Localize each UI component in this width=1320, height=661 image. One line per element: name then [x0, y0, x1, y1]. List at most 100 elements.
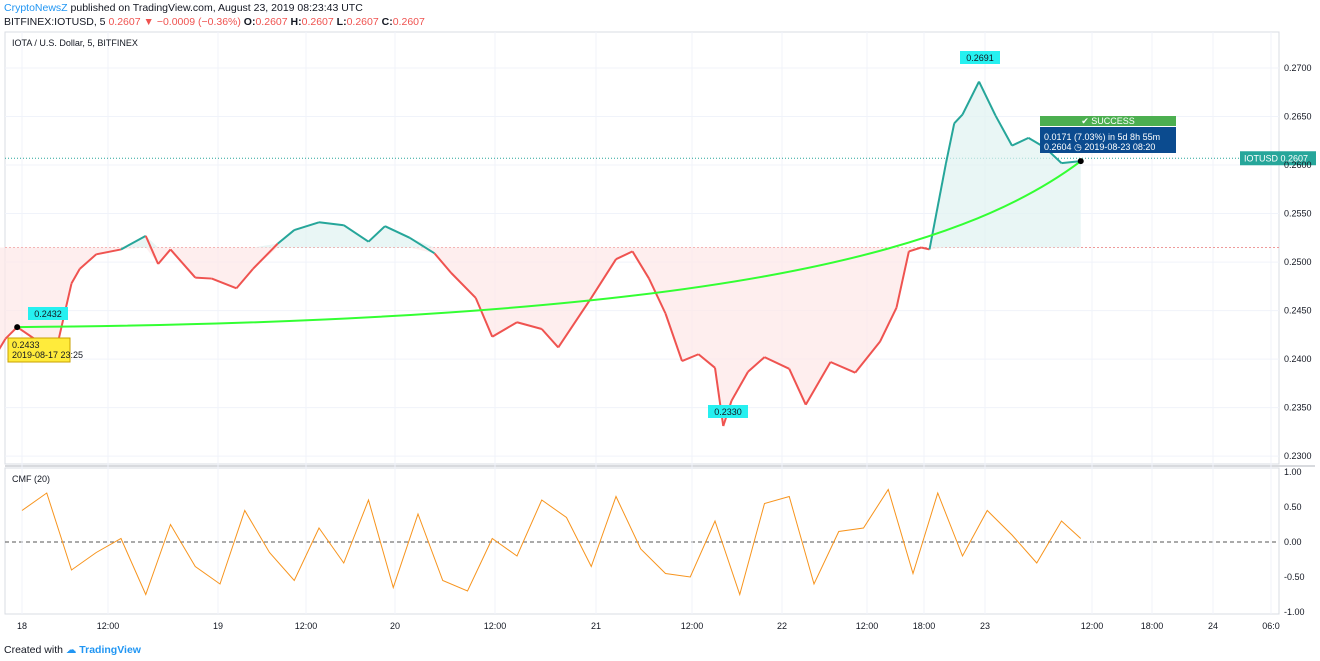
price-segment: [788, 368, 807, 406]
cmf-title: CMF (20): [12, 474, 50, 484]
price-segment: [764, 356, 790, 370]
price-segment: [830, 361, 856, 374]
price-tag-bg: [1240, 151, 1316, 166]
price-segment: [681, 353, 699, 362]
price-tag-label: IOTUSD 0.2607: [1244, 153, 1308, 163]
y-tick-label: 0.2500: [1284, 257, 1312, 267]
chart-title: IOTA / U.S. Dollar, 5, BITFINEX: [12, 38, 138, 48]
projection-curve: [17, 160, 1082, 329]
x-tick-label: 18:00: [913, 621, 936, 631]
start-label: 0.2432: [34, 309, 62, 319]
price-segment: [921, 246, 930, 251]
start-box-value: 0.2433: [12, 340, 40, 350]
price-segment: [1061, 160, 1081, 165]
price-segment: [195, 276, 212, 280]
price-segment: [293, 221, 320, 232]
y-tick-label: 0.2400: [1284, 354, 1312, 364]
price-segment: [747, 356, 766, 373]
ohlc-line: BITFINEX:IOTUSD, 5 0.2607 ▼ −0.0009 (−0.…: [4, 16, 425, 28]
price-segment: [318, 221, 344, 227]
publish-info: published on TradingView.com, August 23,…: [70, 2, 363, 14]
cmf-y-tick-label: 1.00: [1284, 467, 1302, 477]
low-value: 0.2607: [346, 16, 379, 28]
start-box-bg: [7, 337, 71, 363]
info-box-bg: [1040, 127, 1176, 153]
price-segment: [953, 113, 964, 125]
last-price: 0.2607: [108, 16, 141, 28]
close-label: C:: [381, 16, 393, 28]
price-segment: [343, 224, 370, 243]
close-value: 0.2607: [392, 16, 425, 28]
open-value: 0.2607: [255, 16, 288, 28]
high-label: H:: [290, 16, 302, 28]
footer-created: Created with: [4, 644, 63, 656]
price-segment: [615, 250, 633, 261]
x-tick-label: 24: [1208, 621, 1218, 631]
high-label: 0.2691: [966, 53, 994, 63]
price-segment: [945, 123, 956, 164]
success-bg: [1040, 116, 1176, 126]
price-segment: [541, 328, 559, 349]
price-segment: [491, 321, 518, 338]
start-point: [14, 324, 21, 331]
x-tick-label: 21: [591, 621, 601, 631]
price-segment: [804, 361, 832, 406]
symbol-info: BITFINEX:IOTUSD, 5: [4, 16, 106, 28]
info-line1: 0.0171 (7.03%) in 5d 8h 55m: [1044, 132, 1160, 142]
price-segment: [450, 272, 477, 299]
price-segment: [169, 248, 197, 279]
cmf-y-tick-label: -1.00: [1284, 607, 1305, 617]
price-segment: [961, 81, 980, 116]
price-segment: [1011, 136, 1029, 147]
footer-brand[interactable]: TradingView: [79, 644, 141, 656]
tradingview-logo-icon: ☁: [65, 644, 77, 656]
footer: Created with ☁ TradingView: [4, 644, 141, 656]
y-tick-label: 0.2600: [1284, 160, 1312, 170]
price-segment: [648, 278, 667, 314]
open-label: O:: [243, 16, 256, 28]
x-tick-label: 12:00: [295, 621, 318, 631]
price-segment: [277, 229, 295, 245]
price-segment: [252, 242, 279, 270]
x-tick-label: 12:00: [484, 621, 507, 631]
price-segment: [895, 251, 910, 308]
price-segment: [516, 321, 543, 330]
price-segment: [730, 371, 749, 402]
price-segment: [70, 268, 81, 284]
below-base-fill: [0, 247, 1081, 427]
price-segment: [994, 115, 1013, 147]
area-fills: [0, 81, 1081, 427]
x-tick-label: 18: [17, 621, 27, 631]
cmf-line: [21, 488, 1082, 597]
author-link[interactable]: CryptoNewsZ: [4, 2, 68, 14]
down-arrow-icon: ▼: [143, 16, 154, 28]
price-segment: [908, 246, 922, 253]
x-tick-label: 23: [980, 621, 990, 631]
x-tick-label: 18:00: [1141, 621, 1164, 631]
price-change: −0.0009 (−0.36%): [156, 16, 241, 28]
y-tick-label: 0.2550: [1284, 209, 1312, 219]
above-base-fill: [0, 81, 1081, 248]
price-segment: [384, 225, 411, 239]
y-tick-label: 0.2300: [1284, 451, 1312, 461]
axis-labels: 0.2700 0.2650 0.2600 0.2550 0.2500 0.2450 0.24…: [17, 63, 1312, 631]
price-segment: [120, 234, 147, 251]
price-segment: [879, 307, 898, 343]
end-point: [1077, 158, 1084, 165]
start-box-date: 2019-08-17 23:25: [12, 350, 83, 360]
x-tick-label: 19: [213, 621, 223, 631]
cmf-pane[interactable]: [4, 467, 1280, 615]
price-segment: [697, 353, 716, 369]
price-segment: [144, 235, 160, 265]
publish-line: CryptoNewsZ published on TradingView.com…: [4, 2, 363, 14]
x-tick-label: 22: [777, 621, 787, 631]
x-tick-label: 12:00: [681, 621, 704, 631]
info-line2: 0.2604 ◷ 2019-08-23 08:20: [1044, 142, 1155, 152]
cmf-y-tick-label: -0.50: [1284, 572, 1305, 582]
y-tick-label: 0.2650: [1284, 112, 1312, 122]
price-segment: [854, 341, 881, 374]
x-tick-label: 06:0: [1262, 621, 1280, 631]
low-label-bg: [708, 405, 748, 418]
